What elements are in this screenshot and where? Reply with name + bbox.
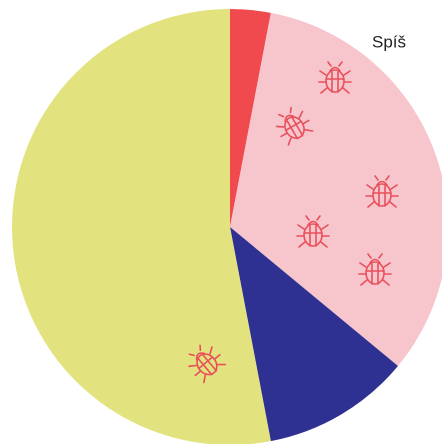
pie bbox=[12, 9, 442, 444]
pie-slice bbox=[230, 227, 398, 442]
pie-slice bbox=[230, 9, 271, 227]
pie-slice bbox=[230, 12, 442, 366]
subtitle: Spíš bbox=[372, 32, 406, 51]
pie-slice bbox=[12, 9, 271, 444]
